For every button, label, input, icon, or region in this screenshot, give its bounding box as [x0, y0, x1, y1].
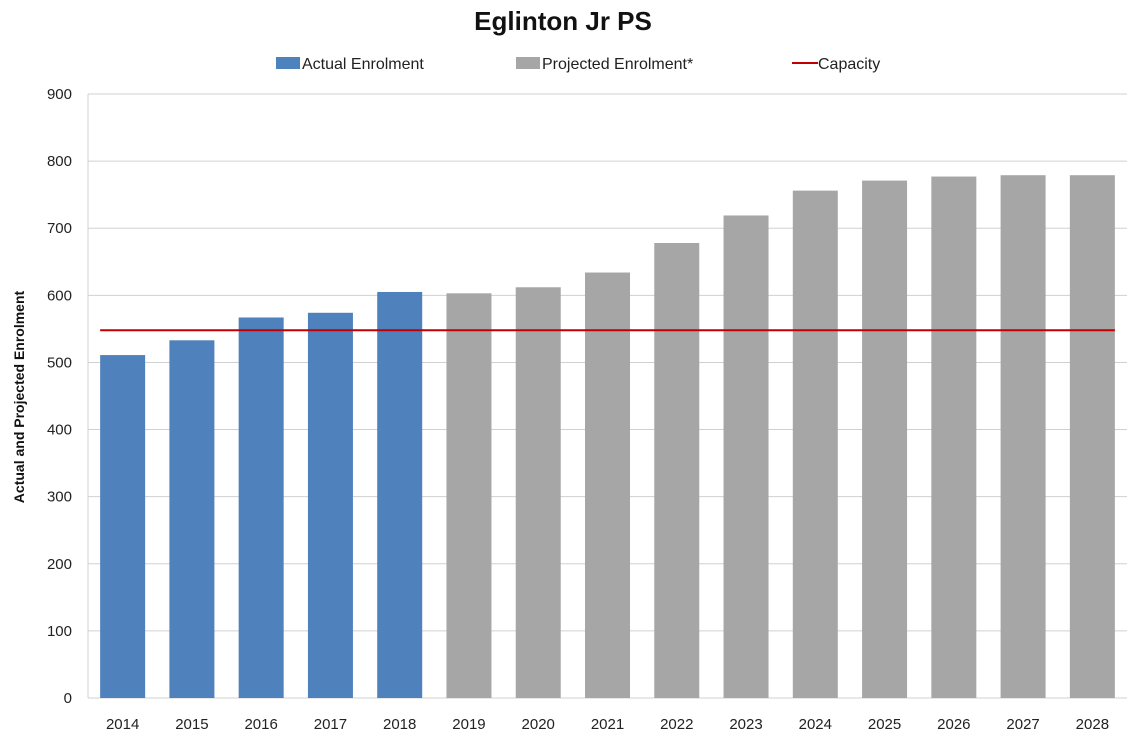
x-tick-label: 2027 — [1006, 716, 1039, 733]
x-tick-label: 2017 — [314, 716, 347, 733]
legend-item: Actual Enrolment — [276, 56, 424, 73]
bar-projected-2026 — [931, 176, 977, 699]
bar-actual-2018 — [377, 291, 423, 698]
bar-projected-2019 — [446, 293, 492, 698]
bar-actual-2017 — [307, 312, 353, 698]
x-tick-label: 2028 — [1076, 716, 1109, 733]
bar-actual-2016 — [238, 317, 284, 698]
x-tick-label: 2026 — [937, 716, 970, 733]
x-tick-label: 2023 — [729, 716, 762, 733]
bar-projected-2023 — [723, 215, 769, 698]
y-tick-label: 900 — [47, 86, 72, 103]
x-tick-label: 2014 — [106, 716, 139, 733]
legend-item: Capacity — [792, 56, 880, 73]
x-tick-label: 2024 — [799, 716, 832, 733]
bar-projected-2027 — [1000, 175, 1046, 698]
y-tick-label: 300 — [47, 489, 72, 506]
bar-projected-2022 — [654, 242, 700, 698]
y-axis-title: Actual and Projected Enrolment — [11, 290, 27, 503]
x-tick-label: 2015 — [175, 716, 208, 733]
x-tick-label: 2016 — [244, 716, 277, 733]
x-axis-ticks: 2014 2015 2016 2017 2018 2019 2020 2021 2022 2023… — [106, 716, 1109, 733]
bar-projected-2021 — [585, 272, 630, 698]
y-tick-label: 200 — [47, 556, 72, 573]
chart-title: Eglinton Jr PS — [474, 6, 652, 36]
x-tick-label: 2021 — [591, 716, 624, 733]
legend-swatch — [276, 57, 300, 69]
legend-item: Projected Enrolment* — [516, 56, 693, 73]
legend: Actual Enrolment Projected Enrolment* Capa… — [276, 56, 880, 73]
x-tick-label: 2019 — [452, 716, 485, 733]
y-tick-label: 400 — [47, 422, 72, 439]
x-tick-label: 2020 — [522, 716, 555, 733]
bar-actual-2014 — [100, 355, 146, 698]
x-tick-label: 2022 — [660, 716, 693, 733]
bar-projected-2020 — [515, 287, 561, 698]
bar-projected-2025 — [862, 180, 908, 698]
y-tick-label: 700 — [47, 220, 72, 237]
bars — [100, 175, 1115, 699]
y-tick-label: 600 — [47, 287, 72, 304]
y-axis-ticks: 0 100 200 300 400 500 600 700 800 900 — [47, 86, 72, 707]
y-tick-label: 800 — [47, 153, 72, 170]
legend-swatch — [516, 57, 540, 69]
y-tick-label: 0 — [64, 690, 72, 707]
legend-label: Projected Enrolment* — [542, 56, 693, 73]
bar-projected-2024 — [792, 190, 838, 698]
y-tick-label: 100 — [47, 623, 72, 640]
legend-label: Actual Enrolment — [302, 56, 424, 73]
bar-projected-2028 — [1069, 175, 1115, 698]
x-tick-label: 2018 — [383, 716, 416, 733]
bar-actual-2015 — [169, 340, 215, 698]
y-tick-label: 500 — [47, 354, 72, 371]
x-tick-label: 2025 — [868, 716, 901, 733]
legend-label: Capacity — [818, 56, 880, 73]
